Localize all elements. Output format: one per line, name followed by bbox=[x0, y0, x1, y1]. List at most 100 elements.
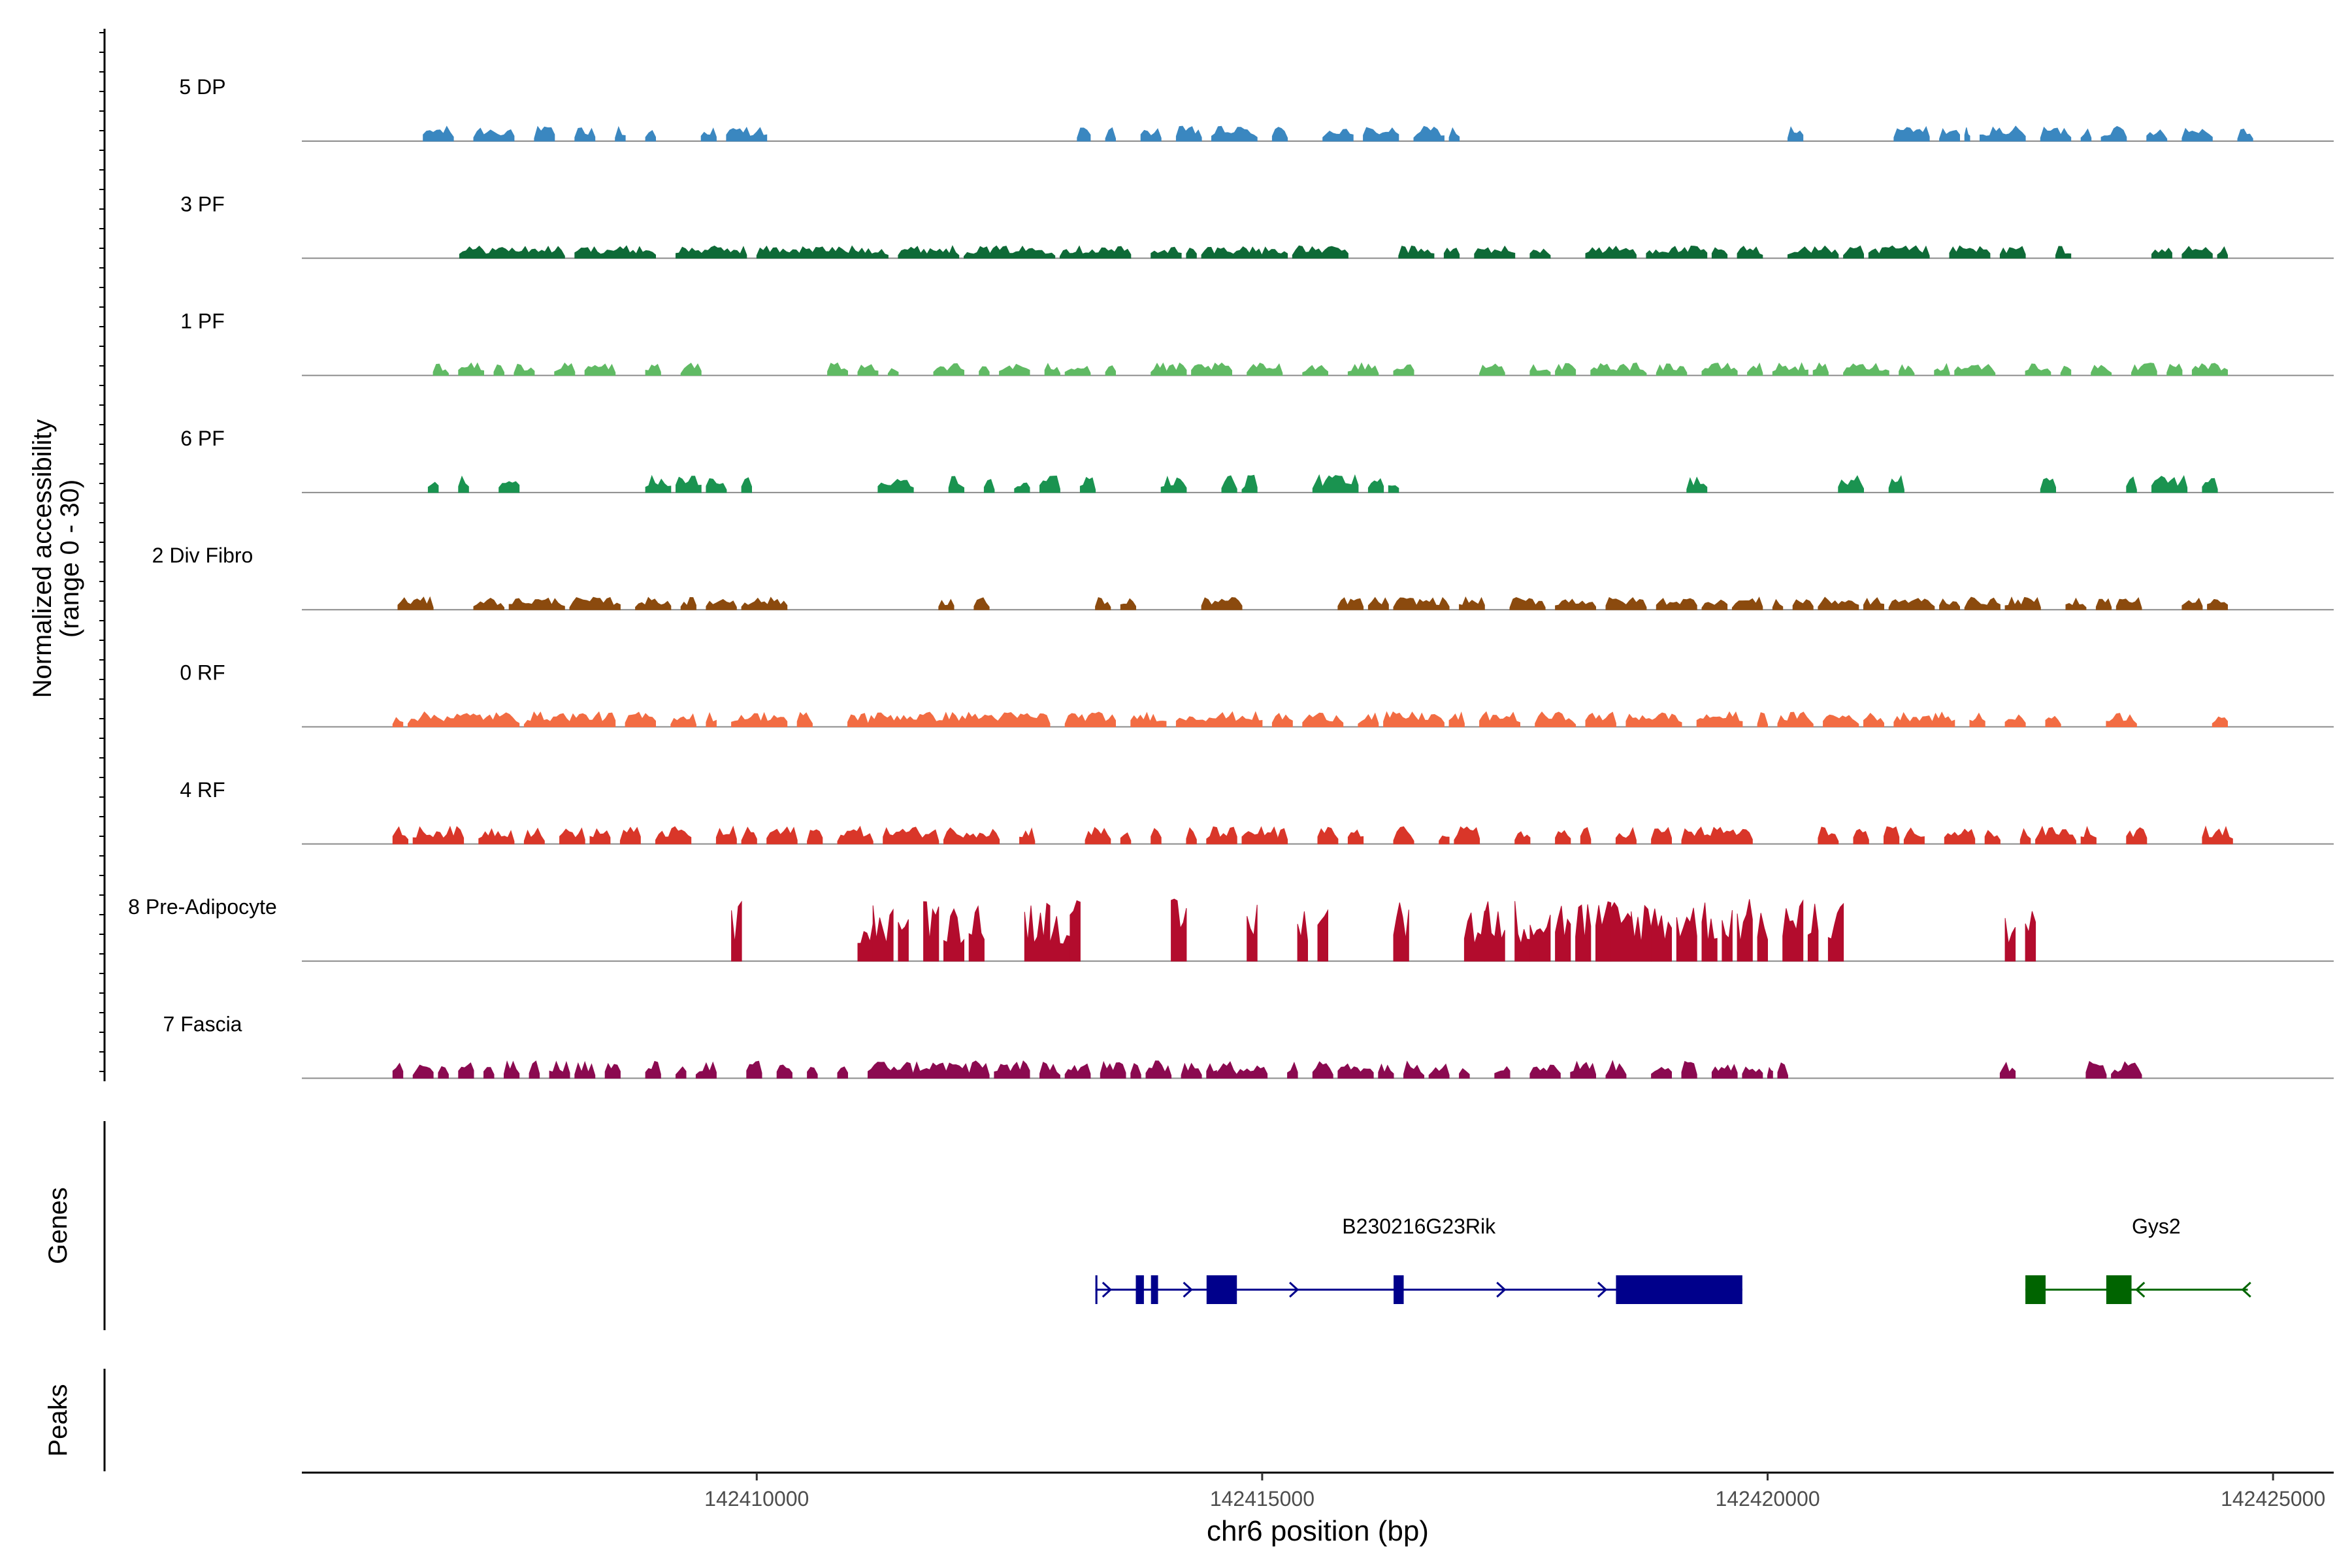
coverage-peak bbox=[868, 711, 1051, 727]
coverage-peak bbox=[2212, 716, 2228, 727]
y-axis-label: Normalized accessibility bbox=[28, 419, 57, 698]
coverage-peak bbox=[1247, 363, 1283, 376]
coverage-peak bbox=[1681, 1060, 1697, 1079]
coverage-peak bbox=[1014, 482, 1030, 493]
coverage-peak bbox=[554, 362, 576, 376]
coverage-peak bbox=[1201, 596, 1243, 610]
coverage-peak bbox=[1605, 1060, 1627, 1079]
coverage-peak bbox=[1302, 712, 1344, 727]
coverage-peak bbox=[2060, 365, 2072, 376]
track-3-pf: 3 PF bbox=[180, 192, 2334, 259]
coverage-peak bbox=[1772, 362, 1808, 376]
coverage-peak bbox=[1812, 362, 1829, 376]
coverage-peak bbox=[1934, 363, 1950, 376]
coverage-peak bbox=[1555, 830, 1571, 845]
coverage-peak bbox=[1818, 826, 1839, 845]
coverage-peak bbox=[1737, 899, 1753, 962]
gene-exon bbox=[1095, 1275, 1098, 1304]
coverage-peak bbox=[964, 245, 1056, 259]
coverage-peak bbox=[1358, 712, 1379, 727]
coverage-peak bbox=[680, 596, 696, 610]
strand-arrow bbox=[1496, 1281, 1507, 1298]
x-tick-label: 142415000 bbox=[1210, 1487, 1315, 1511]
coverage-peak bbox=[1514, 901, 1531, 962]
coverage-peak bbox=[478, 828, 515, 845]
coverage-peak bbox=[1428, 1063, 1450, 1079]
coverage-peak bbox=[1711, 1064, 1738, 1079]
coverage-peak bbox=[1064, 1063, 1091, 1079]
coverage-peak bbox=[1262, 246, 1288, 259]
coverage-peak bbox=[2080, 128, 2092, 142]
coverage-peak bbox=[1893, 125, 1930, 142]
coverage-peak bbox=[807, 1067, 818, 1079]
coverage-peak bbox=[1236, 1065, 1268, 1079]
coverage-peak bbox=[1788, 245, 1839, 259]
coverage-peak bbox=[1077, 127, 1091, 142]
peaks-panel-label: Peaks bbox=[44, 1384, 73, 1456]
coverage-peak bbox=[857, 364, 879, 376]
coverage-peak bbox=[1459, 1068, 1470, 1079]
coverage-peak bbox=[1019, 827, 1036, 845]
coverage-peak bbox=[726, 126, 768, 142]
coverage-y-axis bbox=[99, 29, 106, 1081]
coverage-peak bbox=[423, 125, 454, 142]
coverage-peak bbox=[2025, 911, 2036, 962]
coverage-peak bbox=[731, 900, 742, 962]
coverage-peak bbox=[1064, 711, 1116, 727]
coverage-peak bbox=[1757, 913, 1768, 962]
coverage-peak bbox=[1555, 598, 1596, 610]
coverage-peak bbox=[2019, 828, 2031, 845]
coverage-peak bbox=[2055, 246, 2072, 259]
coverage-peak bbox=[1651, 826, 1672, 845]
coverage-peak bbox=[943, 827, 1000, 845]
coverage-peak bbox=[1277, 828, 1288, 845]
gene-exon bbox=[1151, 1275, 1158, 1304]
coverage-peak bbox=[1186, 827, 1197, 845]
coverage-peak bbox=[994, 1060, 1030, 1079]
gene-label: Gys2 bbox=[2132, 1215, 2181, 1238]
coverage-peak bbox=[756, 245, 889, 259]
coverage-peak bbox=[1969, 712, 1985, 727]
coverage-peak bbox=[1024, 902, 1051, 962]
track-label: 8 Pre-Adipocyte bbox=[128, 895, 277, 919]
track-label: 1 PF bbox=[180, 310, 225, 333]
coverage-peak bbox=[898, 245, 960, 259]
coverage-peak bbox=[1757, 712, 1768, 727]
coverage-peak bbox=[1888, 598, 1935, 610]
gene-exon bbox=[1135, 1275, 1144, 1304]
coverage-peak bbox=[1742, 1066, 1763, 1079]
gene-gys2: Gys2 bbox=[2025, 1215, 2251, 1304]
coverage-peak bbox=[1484, 901, 1505, 962]
track-label: 6 PF bbox=[180, 427, 225, 450]
coverage-peak bbox=[589, 828, 611, 845]
coverage-peak bbox=[1782, 899, 1804, 962]
coverage-peak bbox=[2181, 246, 2213, 259]
coverage-peak bbox=[1206, 826, 1237, 845]
coverage-peak bbox=[1100, 1060, 1126, 1079]
strand-arrow bbox=[1183, 1281, 1193, 1298]
coverage-peak bbox=[1367, 596, 1389, 610]
coverage-peak bbox=[938, 598, 955, 610]
coverage-peak bbox=[1105, 365, 1116, 376]
coverage-peak bbox=[746, 1060, 762, 1079]
x-axis: 142410000 142415000 142420000 142425000 bbox=[302, 1471, 2334, 1511]
coverage-peak bbox=[1529, 364, 1551, 376]
coverage-peak bbox=[1625, 712, 1682, 727]
coverage-peak bbox=[574, 245, 656, 259]
coverage-peak bbox=[1711, 247, 1728, 259]
coverage-peak bbox=[1615, 826, 1637, 845]
coverage-peak bbox=[979, 366, 990, 376]
coverage-peak bbox=[837, 825, 874, 845]
coverage-peak bbox=[1555, 906, 1571, 962]
coverage-peak bbox=[2091, 365, 2112, 376]
coverage-peak bbox=[1964, 127, 1970, 142]
coverage-peak bbox=[2095, 598, 2112, 610]
coverage-peak bbox=[1610, 902, 1632, 962]
coverage-peak bbox=[584, 363, 616, 376]
coverage-peak bbox=[2217, 246, 2228, 259]
coverage-peak bbox=[1777, 711, 1814, 727]
track-1-pf: 1 PF bbox=[180, 310, 2334, 376]
coverage-peak bbox=[1681, 826, 1753, 845]
track-label: 4 RF bbox=[180, 778, 225, 802]
coverage-peak bbox=[1676, 907, 1697, 962]
